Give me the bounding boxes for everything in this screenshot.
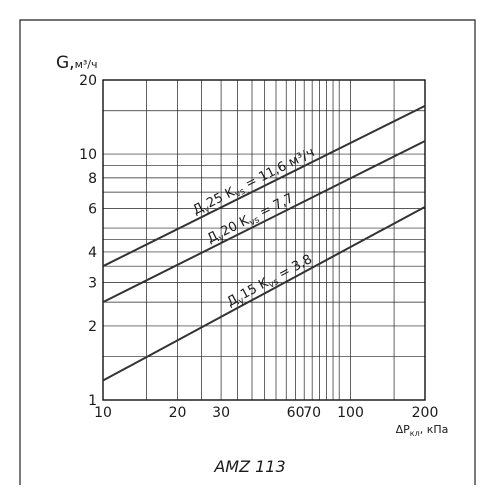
- series-line: [102, 140, 426, 304]
- series-label-part: = 11,6 м³/ч: [239, 145, 317, 194]
- axis-labels: G,м³/ч ΔPкл, кПа AMZ 113: [56, 53, 448, 476]
- x-axis-label-unit: , кПа: [420, 423, 449, 436]
- series-label-subscript: vs: [234, 186, 248, 200]
- outer-frame: [19, 19, 476, 485]
- series-label: Ду15 Kvs = 3,8: [224, 252, 315, 312]
- figure-frame: [19, 19, 476, 485]
- x-axis-label-subscript: кл: [410, 429, 420, 438]
- series-label-subscript: у: [203, 204, 213, 216]
- series-label-subscript: vs: [248, 215, 262, 229]
- y-axis-label: G,м³/ч: [56, 53, 98, 73]
- series-label-subscript: у: [217, 232, 227, 244]
- series-label-part: = 3,8: [273, 252, 315, 284]
- x-tick-label: 60: [287, 405, 305, 421]
- plot-border: [102, 79, 426, 401]
- x-axis-label-symbol: ΔP: [396, 423, 411, 436]
- series-label-subscript: vs: [267, 277, 281, 291]
- y-tick-label: 4: [88, 245, 97, 261]
- series-line: [102, 104, 426, 268]
- y-tick-label: 3: [88, 276, 97, 292]
- series-line: [102, 205, 426, 382]
- x-tick-label: 30: [212, 405, 230, 421]
- grid-lines: [102, 79, 426, 401]
- y-tick-label: 20: [79, 73, 97, 89]
- series-label-part: = 7,7: [254, 191, 296, 222]
- y-tick-label: 10: [79, 147, 97, 163]
- y-axis-label-unit: м³/ч: [75, 58, 98, 71]
- series-label-subscript: у: [237, 295, 247, 307]
- chart-caption: AMZ 113: [213, 457, 285, 476]
- y-tick-label: 2: [88, 319, 97, 335]
- y-axis-label-symbol: G,: [56, 53, 75, 73]
- y-tick-label: 6: [88, 202, 97, 218]
- y-tick-label: 8: [88, 171, 97, 187]
- x-tick-label: 200: [412, 405, 439, 421]
- x-tick-label: 20: [169, 405, 187, 421]
- y-tick-label: 1: [88, 393, 97, 409]
- x-axis-label: ΔPкл, кПа: [396, 423, 449, 438]
- x-tick-label: 70: [303, 405, 321, 421]
- x-tick-label: 10: [94, 405, 112, 421]
- x-tick-label: 100: [337, 405, 364, 421]
